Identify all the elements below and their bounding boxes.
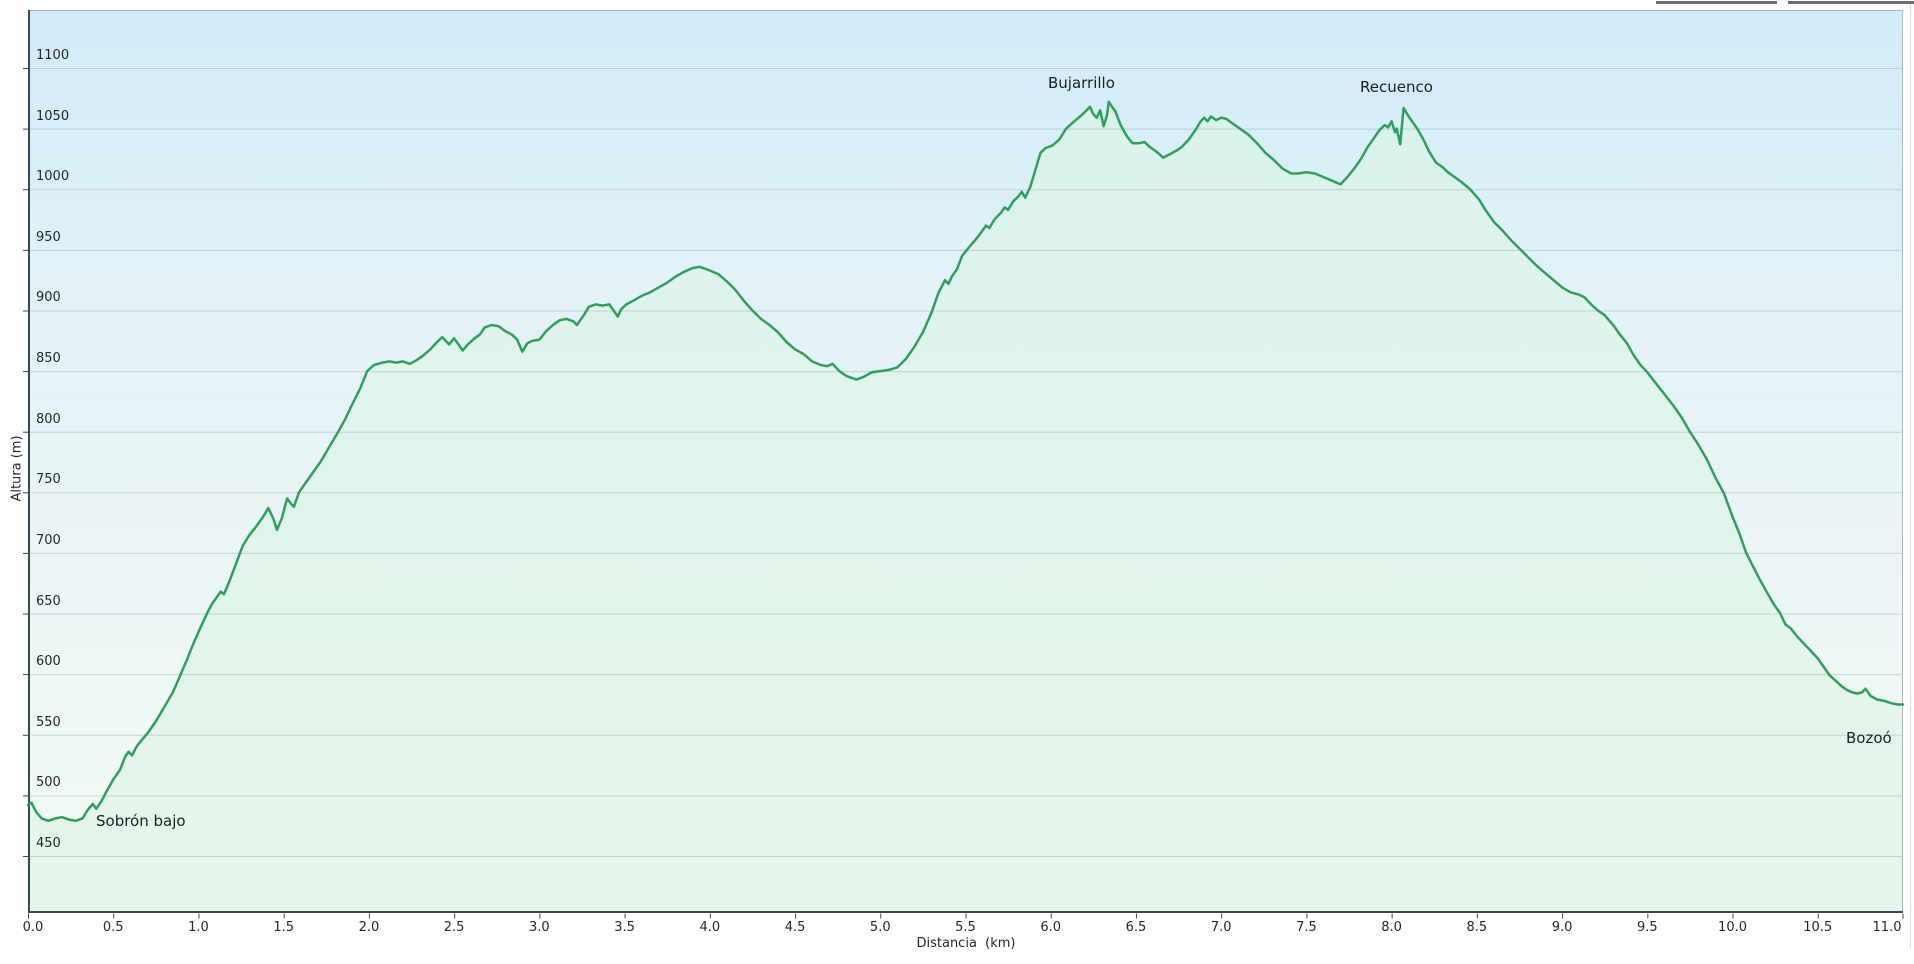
x-tick-label-10.5: 10.5 [1803,920,1833,935]
y-tick-label-850: 850 [36,351,61,367]
x-tick-label-8.0: 8.0 [1381,920,1402,935]
y-tick-label-800: 800 [36,411,61,427]
y-axis-title: Altura (m) [9,435,25,502]
x-tick-label-5.5: 5.5 [955,920,976,935]
x-tick-label-1.5: 1.5 [273,920,295,935]
window-edge-line [1910,4,1911,948]
x-tick-label-7.5: 7.5 [1296,920,1317,935]
x-tick-label-10.0: 10.0 [1718,920,1747,935]
place-label-3: Bozoó [1846,729,1892,747]
y-tick-label-500: 500 [36,775,61,791]
x-tick-label-8.5: 8.5 [1466,920,1488,935]
y-tick-label-950: 950 [36,229,61,245]
x-tick-label-4.0: 4.0 [699,920,721,935]
y-tick-label-650: 650 [36,593,61,609]
x-tick-label-0.0: 0.0 [22,920,44,935]
place-label-0: Sobrón bajo [96,812,186,830]
y-tick-label-700: 700 [36,532,61,548]
place-label-2: Recuenco [1360,78,1433,96]
x-tick-label-5.0: 5.0 [869,920,891,935]
elevation-area [28,101,1903,912]
x-tick-label-11.0: 11.0 [1872,920,1902,935]
browser-tab-edge-left [1656,1,1777,4]
x-tick-label-3.5: 3.5 [614,920,635,935]
place-label-1: Bujarrillo [1048,74,1115,92]
y-tick-label-600: 600 [36,654,61,670]
y-tick-label-550: 550 [36,714,61,730]
x-tick-label-0.5: 0.5 [102,920,124,935]
x-tick-label-2.5: 2.5 [443,920,465,935]
y-tick-label-1050: 1050 [36,108,70,124]
y-tick-label-450: 450 [36,835,61,851]
y-tick-label-750: 750 [36,472,61,488]
x-tick-label-9.5: 9.5 [1636,920,1658,935]
x-tick-label-3.0: 3.0 [529,920,550,935]
y-tick-label-1000: 1000 [36,169,70,185]
x-axis-title: Distancia (km) [916,936,1016,951]
x-tick-label-4.5: 4.5 [784,920,806,935]
elevation-line [26,100,1905,823]
x-tick-label-9.0: 9.0 [1551,920,1573,935]
y-tick-label-900: 900 [36,290,61,306]
x-tick-label-2.0: 2.0 [358,920,380,935]
x-tick-label-1.0: 1.0 [188,920,209,935]
y-tick-label-1100: 1100 [36,48,70,63]
x-tick-label-6.0: 6.0 [1040,920,1062,935]
browser-tab-edge-right [1788,1,1914,4]
x-tick-label-6.5: 6.5 [1125,920,1147,935]
x-tick-label-7.0: 7.0 [1210,920,1232,935]
